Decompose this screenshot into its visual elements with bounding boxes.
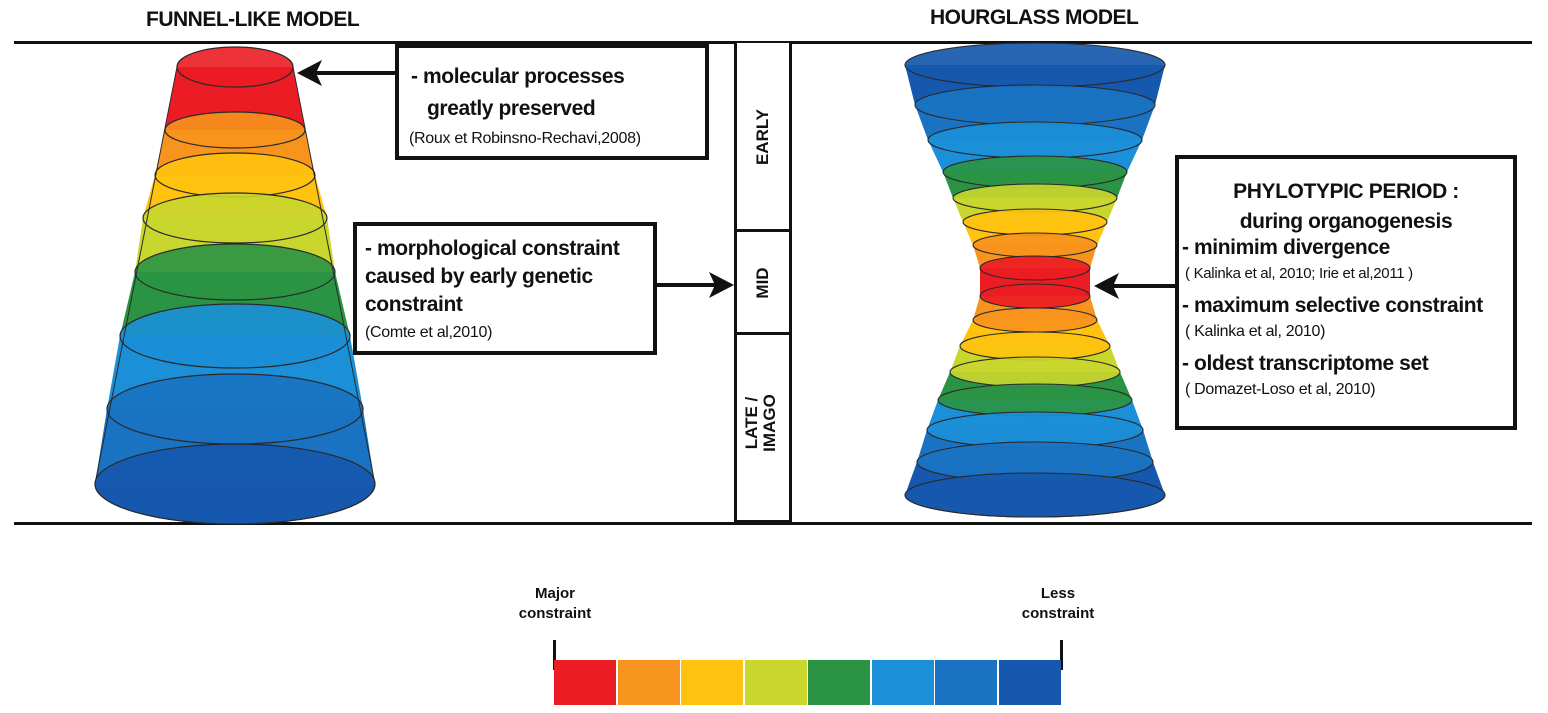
minimum-divergence-citation: ( Kalinka et al, 2010; Irie et al,2011 ): [1185, 265, 1413, 282]
scale-segment-8: [998, 660, 1061, 705]
hourglass-ring-6: [962, 208, 1108, 236]
bottom-rule: [14, 522, 1532, 525]
molecular-note-box: - molecular processes greatly preserved …: [395, 44, 709, 160]
scale-segment-6: [871, 660, 934, 705]
legend-less-label: Less constraint: [1008, 584, 1108, 624]
legend-less-line1: Less: [1040, 585, 1076, 602]
hourglass-ring-10: [972, 307, 1098, 333]
minimum-divergence-item: - minimim divergence: [1182, 236, 1390, 259]
morphological-note-line1: - morphological constraint: [365, 237, 620, 260]
hourglass-ring-4: [942, 155, 1128, 189]
selective-constraint-citation: ( Kalinka et al, 2010): [1185, 323, 1326, 340]
hourglass-ring-1: [904, 42, 1166, 88]
hourglass-ring-3: [927, 121, 1143, 159]
stage-mid-box: MID: [734, 229, 792, 335]
scale-segment-5: [808, 660, 870, 705]
funnel-cone: [94, 46, 376, 525]
organogenesis-heading: during organogenesis: [1239, 210, 1453, 233]
funnel-right-edge: [292, 66, 376, 485]
hourglass-ring-9: [979, 283, 1091, 309]
legend-major-label: Major constraint: [505, 584, 605, 624]
phylotypic-heading: PHYLOTYPIC PERIOD :: [1233, 180, 1459, 203]
molecular-note-line1: - molecular processes: [411, 65, 625, 88]
stage-early-label: EARLY: [753, 108, 772, 166]
scale-segment-7: [935, 660, 997, 705]
funnel-ring-7: [106, 373, 364, 445]
morphological-note-box: - morphological constraint caused by ear…: [353, 222, 657, 355]
funnel-ring-3: [154, 152, 316, 198]
stage-late-line1: LATE /: [742, 396, 761, 450]
stage-late-line2: IMAGO: [760, 394, 779, 452]
morphological-note-line2: caused by early genetic: [365, 265, 593, 288]
funnel-base: [94, 483, 376, 525]
selective-constraint-item: - maximum selective constraint: [1182, 294, 1483, 317]
funnel-left-edge: [94, 66, 178, 485]
hourglass-ring-2: [914, 84, 1156, 126]
hourglass-ring-7: [972, 232, 1098, 258]
funnel-ring-1: [176, 46, 294, 88]
hourglass-model-title: HOURGLASS MODEL: [930, 6, 1139, 29]
transcriptome-citation: ( Domazet-Loso et al, 2010): [1185, 381, 1376, 398]
molecular-note-line2: greatly preserved: [427, 97, 596, 120]
funnel-ring-6: [119, 303, 351, 369]
molecular-note-citation: (Roux et Robinsno-Rechavi,2008): [409, 130, 641, 147]
legend-major-line2: constraint: [518, 605, 592, 622]
funnel-ring-5: [134, 243, 336, 301]
funnel-model-title: FUNNEL-LIKE MODEL: [146, 8, 360, 31]
scale-segment-2: [617, 660, 680, 705]
funnel-ring-4: [142, 192, 328, 244]
top-rule: [14, 41, 1532, 44]
stage-mid-label: MID: [753, 267, 772, 299]
hourglass-ring-8: [979, 255, 1091, 281]
morphological-note-line3: constraint: [365, 293, 463, 316]
hourglass-ring-13: [937, 383, 1133, 417]
morphological-note-citation: (Comte et al,2010): [365, 324, 493, 341]
hourglass-ring-12: [949, 356, 1121, 388]
legend-less-line2: constraint: [1021, 605, 1095, 622]
phylotypic-note-box: PHYLOTYPIC PERIOD : during organogenesis…: [1175, 155, 1517, 430]
legend-less-tick: [1060, 640, 1063, 670]
stage-late-box: LATE / IMAGO: [734, 332, 792, 523]
hourglass-ring-11: [959, 331, 1111, 361]
hourglass-ring-5: [952, 183, 1118, 213]
scale-segment-1: [554, 660, 616, 705]
stage-early-box: EARLY: [734, 43, 792, 232]
hourglass-base: [904, 494, 1166, 518]
legend-major-line1: Major: [534, 585, 575, 602]
stage-late-label: LATE / IMAGO: [742, 367, 783, 479]
scale-segment-4: [744, 660, 807, 705]
scale-segment-3: [681, 660, 743, 705]
funnel-ring-2: [164, 111, 306, 149]
legend-major-tick: [553, 640, 556, 670]
hourglass-cone: [904, 42, 1166, 518]
transcriptome-item: - oldest transcriptome set: [1182, 352, 1429, 375]
